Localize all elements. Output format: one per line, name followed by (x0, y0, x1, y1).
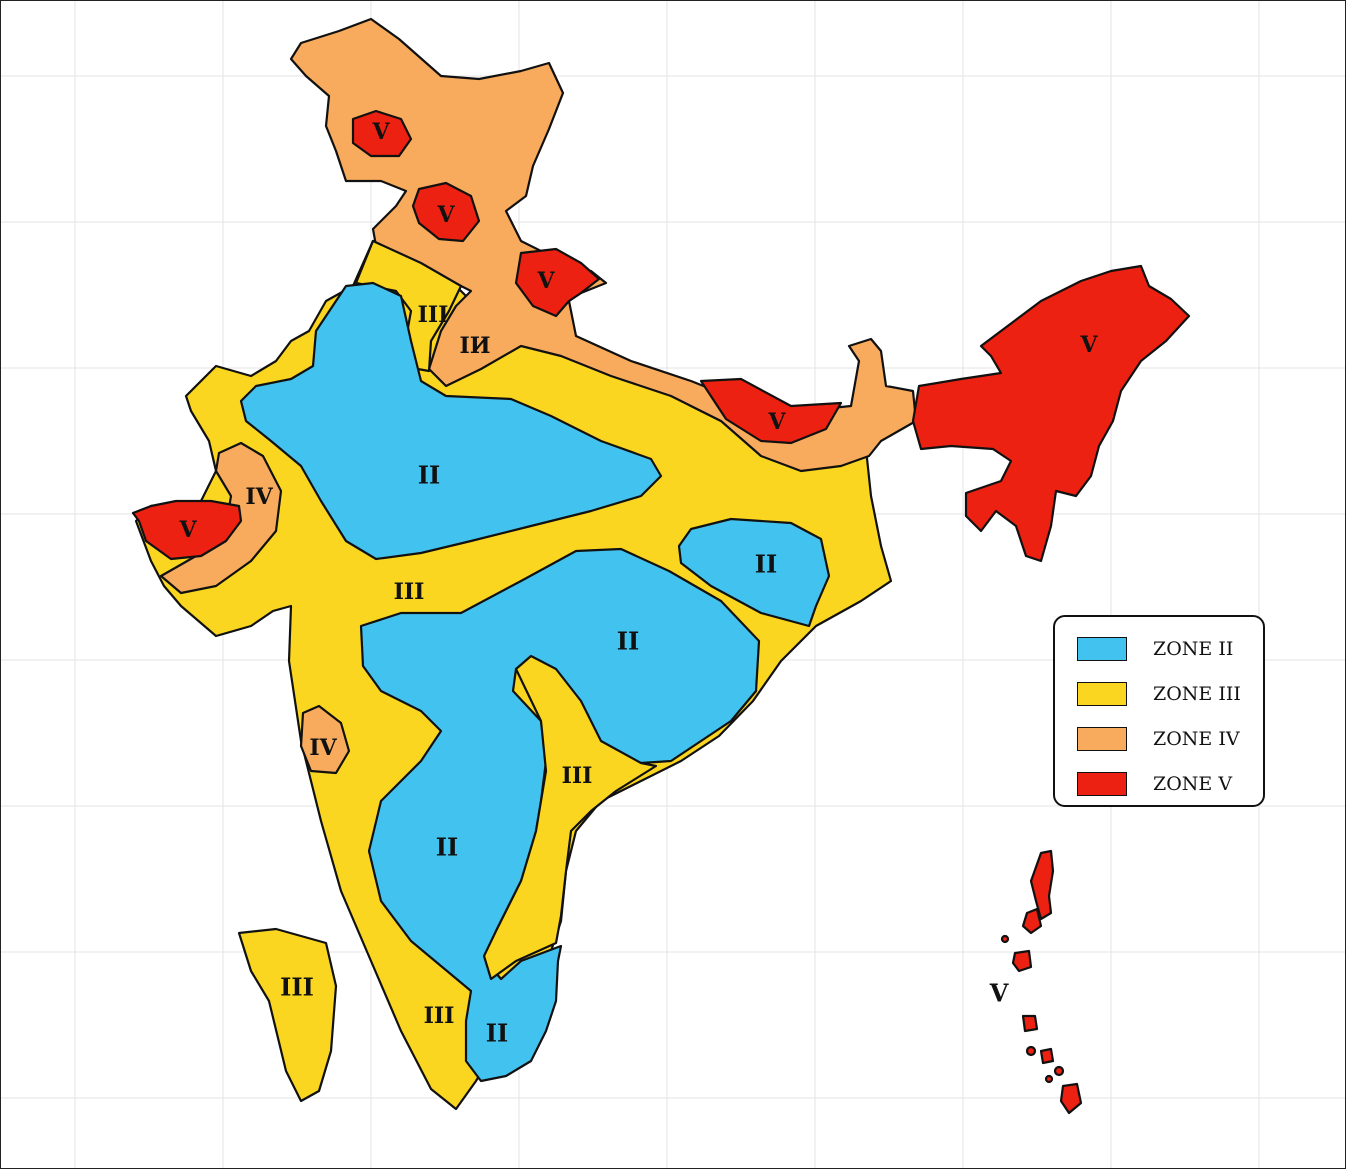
legend-swatch-zone-v (1077, 772, 1127, 796)
island-great-nicobar (1059, 1082, 1083, 1115)
zone-iv-maharashtra (299, 704, 351, 775)
legend-item-zone-iv: ZONE IV (1077, 725, 1240, 753)
zone-iii-island-southwest (237, 927, 338, 1103)
island-islet-1 (1000, 934, 1010, 944)
label-iii-kerala: III (424, 1003, 455, 1029)
label-ii-odisha: II (755, 550, 777, 579)
legend-item-zone-ii: ZONE II (1077, 635, 1233, 663)
island-islet-3 (1053, 1065, 1065, 1077)
zone-v-kutch (131, 499, 243, 561)
label-iv-maharashtra: IV (309, 735, 337, 761)
island-andaman-north (1029, 849, 1055, 921)
zone-v-himachal (411, 181, 481, 243)
island-little-andaman (1011, 949, 1033, 973)
label-ii-deccan: II (617, 627, 639, 656)
zone-ii-odisha (677, 517, 831, 628)
label-iv-gujarat: IV (245, 484, 273, 510)
legend: ZONE II ZONE III ZONE IV ZONE V (1053, 615, 1265, 807)
legend-item-zone-v: ZONE V (1077, 770, 1232, 798)
label-v-uttarakhand: V (536, 268, 555, 294)
legend-label-zone-ii: ZONE II (1153, 638, 1234, 660)
label-iii-punjab: III (418, 302, 449, 328)
label-ii-tamilnadu: II (486, 1019, 508, 1048)
legend-swatch-zone-iv (1077, 727, 1127, 751)
island-andaman-south (1021, 907, 1043, 935)
zone-v-uttarakhand (514, 247, 601, 318)
legend-label-zone-iv: ZONE IV (1153, 728, 1240, 750)
island-nicobar-mid (1039, 1047, 1055, 1065)
zone-v-kashmir (351, 109, 413, 158)
legend-swatch-zone-ii (1077, 637, 1127, 661)
label-v-kashmir: V (371, 119, 390, 145)
island-islet-4 (1044, 1074, 1054, 1084)
label-iv-indogangetic: IИ (459, 333, 490, 359)
label-v-himachal: V (436, 202, 455, 228)
legend-label-zone-v: ZONE V (1153, 773, 1233, 795)
legend-item-zone-iii: ZONE III (1077, 680, 1241, 708)
label-v-bihar: V (767, 409, 786, 435)
label-ii-karnataka: II (436, 833, 458, 862)
label-v-kutch: V (178, 517, 197, 543)
zone-iii-andhra (482, 654, 658, 981)
island-car-nicobar (1021, 1014, 1039, 1033)
zone-ii-northwest (239, 281, 663, 561)
legend-swatch-zone-iii (1077, 682, 1127, 706)
island-islet-2 (1025, 1045, 1037, 1057)
zone-iv-gujarat (159, 441, 283, 595)
legend-label-zone-iii: ZONE III (1153, 683, 1241, 705)
label-iii-lakshadweep: III (280, 973, 314, 1002)
label-v-northeast: V (1079, 332, 1098, 358)
label-iii-central: III (394, 579, 425, 605)
label-v-andaman: V (989, 979, 1009, 1008)
andaman-nicobar-islands (1000, 849, 1083, 1115)
zone-v-northeast (911, 264, 1191, 563)
zone-v-bihar (699, 377, 843, 445)
label-ii-northwest: II (418, 461, 440, 490)
label-iii-andhra: III (562, 763, 593, 789)
